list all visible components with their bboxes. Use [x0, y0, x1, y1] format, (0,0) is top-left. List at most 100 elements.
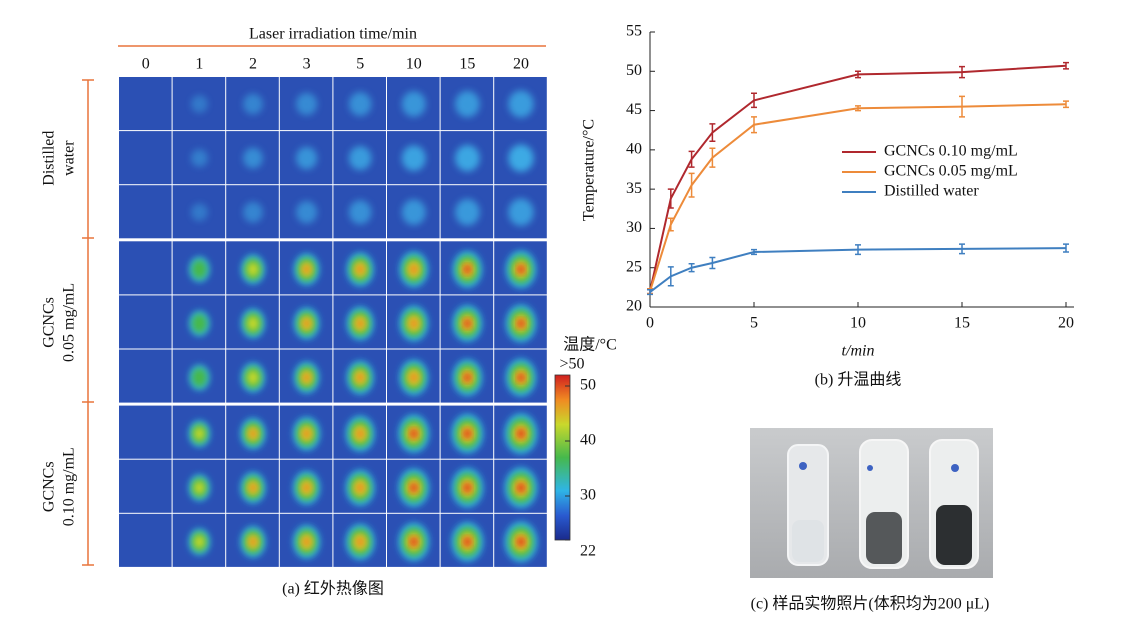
thermal-cell: [119, 241, 172, 295]
error-bar: [667, 188, 674, 209]
y-tick-label: 20: [626, 298, 642, 315]
thermal-spot: [355, 482, 365, 494]
row-group-label: 0.05 mg/mL: [61, 283, 78, 362]
thermal-spot: [348, 200, 372, 225]
thermal-spot: [410, 483, 417, 492]
thermal-spot: [409, 371, 419, 384]
error-bar: [709, 256, 716, 270]
thermal-spot: [508, 90, 534, 118]
thermal-spot: [191, 259, 208, 280]
colorbar-tick-label: 22: [580, 543, 596, 560]
thermal-spot: [190, 149, 208, 167]
error-bar: [1063, 100, 1069, 109]
thermal-spot: [517, 537, 525, 546]
caption-c: (c) 样品实物照片(体积均为200 μL): [751, 595, 990, 613]
thermal-spot: [302, 318, 311, 329]
column-label: 15: [459, 56, 475, 73]
thermal-spot: [247, 316, 259, 331]
x-tick-label: 5: [750, 315, 758, 332]
thermal-spot: [517, 429, 525, 438]
thermal-spot: [194, 481, 205, 495]
column-label: 0: [142, 56, 150, 73]
error-bar: [959, 95, 965, 118]
thermal-spot: [249, 536, 257, 547]
thermal-spot: [302, 428, 311, 439]
thermal-spot: [355, 372, 365, 383]
x-tick-label: 20: [1058, 315, 1074, 332]
column-label: 1: [195, 56, 203, 73]
thermal-spot: [401, 91, 426, 117]
thermal-spot: [401, 145, 426, 171]
thermal-spot: [249, 482, 257, 493]
colorbar-tick-label: 50: [580, 377, 596, 394]
y-tick-label: 30: [626, 219, 642, 236]
caption-a: (a) 红外热像图: [282, 580, 384, 598]
error-bar: [959, 243, 965, 255]
error-bar: [667, 266, 674, 287]
thermal-spot: [302, 372, 311, 383]
thermal-cell: [119, 405, 172, 459]
row-group-label: Distilled: [41, 131, 58, 186]
error-bar: [1063, 61, 1069, 70]
error-bar: [855, 70, 861, 79]
thermal-spot: [464, 429, 471, 438]
error-bar: [667, 217, 674, 232]
x-tick-label: 15: [954, 315, 970, 332]
series-line: [649, 64, 1067, 292]
thermal-spot: [348, 92, 372, 117]
series-line: [649, 247, 1067, 293]
error-bar: [709, 147, 716, 168]
error-bar: [688, 263, 695, 273]
thermal-spot: [194, 427, 205, 441]
thermal-cell: [119, 185, 172, 239]
row-group-label: GCNCs: [41, 297, 58, 348]
thermal-spot: [243, 201, 263, 223]
thermal-spot: [464, 265, 471, 273]
colorbar-tick-label: 40: [580, 432, 596, 449]
thermal-spot: [518, 265, 524, 274]
thermal-cell: [119, 349, 172, 403]
x-tick-label: 10: [850, 315, 866, 332]
thermal-spot: [517, 483, 525, 492]
column-label: 3: [303, 56, 311, 73]
error-bar: [1063, 243, 1069, 253]
error-bar: [751, 248, 757, 256]
row-group-label: 0.10 mg/mL: [61, 447, 78, 526]
legend-label: GCNCs 0.10 mg/mL: [884, 143, 1018, 160]
thermal-spot: [410, 538, 417, 546]
thermal-spot: [508, 144, 534, 172]
error-bar: [959, 65, 965, 79]
thermal-spot: [464, 537, 471, 546]
error-bar: [688, 172, 695, 198]
thermal-spot: [243, 93, 263, 115]
x-tick-label: 0: [646, 315, 654, 332]
thermal-spot: [348, 146, 372, 171]
error-bar: [751, 116, 757, 134]
y-tick-label: 25: [626, 258, 642, 275]
thermal-spot: [355, 264, 365, 275]
column-label: 20: [513, 56, 529, 73]
thermal-spot: [194, 535, 205, 549]
column-label: 5: [356, 56, 364, 73]
thermal-spot: [191, 313, 208, 334]
error-bar: [855, 105, 861, 112]
thermal-spot: [464, 483, 471, 492]
y-tick-label: 55: [626, 23, 642, 40]
thermal-cell: [119, 295, 172, 349]
thermal-spot: [409, 263, 419, 275]
thermal-spot: [401, 199, 426, 226]
column-label: 2: [249, 56, 257, 73]
y-tick-label: 50: [626, 62, 642, 79]
row-group-label: GCNCs: [41, 461, 58, 512]
thermal-spot: [249, 428, 257, 439]
colorbar-top-label: >50: [559, 356, 584, 373]
thermal-spot: [455, 199, 480, 226]
thermal-spot: [518, 373, 524, 382]
legend-label: GCNCs 0.05 mg/mL: [884, 163, 1018, 180]
thermal-spot: [302, 482, 311, 494]
thermal-spot: [296, 146, 318, 170]
thermal-cell: [119, 459, 172, 513]
thermal-spot: [410, 429, 417, 438]
y-tick-label: 35: [626, 180, 642, 197]
